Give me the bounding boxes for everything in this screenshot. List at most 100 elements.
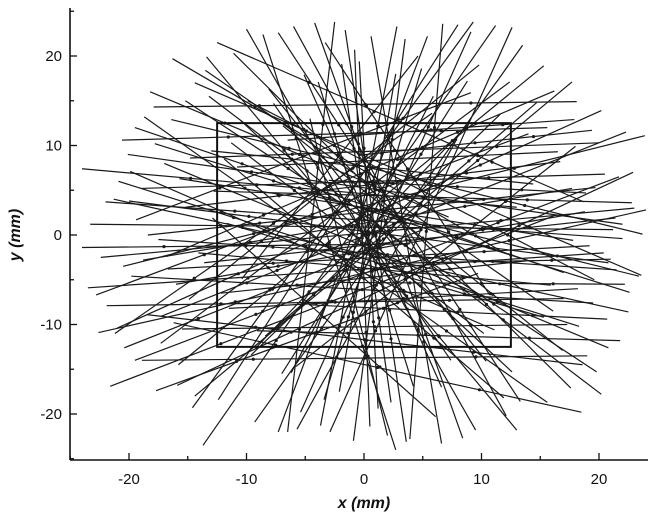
track-hit-marker: [414, 211, 418, 215]
track-hit-marker: [328, 165, 332, 169]
track-hit-marker: [491, 227, 495, 231]
track-hit-marker: [310, 212, 314, 216]
track-hit-marker: [436, 172, 440, 176]
track-hit-marker: [408, 281, 412, 285]
track-hit-marker: [377, 189, 381, 193]
track-hit-marker: [429, 128, 433, 132]
track-hit-marker: [462, 292, 467, 296]
track-hit-marker: [551, 282, 555, 286]
tracks-layer: [81, 21, 647, 450]
track-hit-marker: [371, 320, 375, 324]
track-hit-marker: [421, 236, 425, 240]
track-hit-marker: [480, 226, 484, 230]
track-hit-marker: [372, 110, 376, 114]
track-hit-marker: [232, 215, 236, 220]
track-hit-marker: [499, 218, 503, 223]
track-hit-marker: [416, 333, 420, 337]
track-hit-marker: [360, 234, 364, 238]
track-hit-marker: [501, 318, 505, 322]
track-hit-marker: [454, 137, 458, 142]
track-hit-marker: [463, 204, 467, 208]
track-hit-marker: [360, 230, 364, 234]
track-hit-marker: [373, 329, 378, 333]
track-hit-marker: [439, 129, 443, 133]
track-hit-marker: [490, 160, 494, 164]
track-hit-marker: [430, 291, 434, 295]
detector-frame-rect: [216, 122, 512, 348]
track-hit-marker: [355, 236, 360, 240]
track-hit-marker: [309, 225, 313, 229]
track-hit-marker: [336, 210, 340, 214]
track-hit-marker: [305, 250, 309, 254]
track-hit-marker: [286, 166, 290, 171]
track-hit-marker: [500, 260, 504, 264]
track-hit-marker: [307, 290, 311, 294]
track-hit-marker: [315, 330, 319, 334]
track-hit-marker: [401, 116, 405, 120]
track-hit-marker: [275, 268, 279, 272]
track-hit-marker: [467, 159, 471, 163]
track-hit-marker: [404, 238, 408, 242]
track-hit-marker: [243, 186, 247, 190]
track-hit-marker: [432, 336, 436, 340]
markers-layer: [162, 80, 559, 392]
track-hit-marker: [351, 166, 355, 170]
track-hit-marker: [322, 315, 326, 319]
track-hit-marker: [419, 284, 423, 288]
track-hit-marker: [338, 324, 342, 328]
track-hit-marker: [396, 116, 400, 120]
track-hit-marker: [261, 213, 266, 217]
track-hit-marker: [373, 267, 377, 271]
track-hit-marker: [316, 192, 320, 196]
track-hit-marker: [473, 141, 477, 145]
track-hit-marker: [333, 132, 337, 136]
track-hit-marker: [473, 260, 477, 264]
track-hit-marker: [249, 170, 254, 174]
track-hit-marker: [496, 221, 500, 225]
track-hit-marker: [370, 269, 374, 273]
track-hit-marker: [258, 221, 262, 225]
track-hit-marker: [372, 184, 376, 188]
track-hit-marker: [403, 243, 407, 247]
track-hit-marker: [531, 314, 535, 318]
track-hit-marker: [276, 304, 280, 308]
track-hit-marker: [473, 223, 477, 227]
track-hit-marker: [458, 307, 462, 311]
track-hit-marker: [392, 214, 396, 218]
track-hit-marker: [347, 252, 351, 256]
track-hit-marker: [388, 133, 392, 137]
track-hit-marker: [374, 283, 378, 287]
track-hit-marker: [234, 359, 239, 363]
track-hit-marker: [297, 327, 301, 331]
x-axis-label: x (mm): [337, 495, 390, 512]
track-hit-marker: [421, 195, 425, 199]
x-tick-label: -10: [236, 471, 258, 488]
track-hit-marker: [259, 239, 264, 243]
track-hit-marker: [233, 209, 237, 213]
track-hit-marker: [340, 156, 344, 160]
x-tick-label: 0: [360, 471, 368, 488]
track-hit-marker: [370, 165, 374, 169]
track-hit-marker: [416, 177, 420, 181]
track-hit-marker: [314, 301, 318, 306]
track-hit-marker: [504, 199, 508, 203]
track-hit-marker: [347, 233, 351, 237]
track-hit-marker: [218, 186, 222, 190]
track-hit-marker: [482, 197, 486, 201]
track-hit-marker: [297, 152, 301, 156]
track-hit-marker: [341, 315, 345, 319]
track-hit-marker: [284, 259, 289, 263]
track-hit-marker: [389, 234, 393, 238]
track-hit-marker: [305, 169, 309, 173]
track-hit-marker: [356, 142, 360, 146]
track-hit-marker: [276, 264, 280, 268]
track-hit-marker: [370, 209, 374, 213]
track-hit-marker: [373, 225, 377, 229]
track-hit-marker: [419, 188, 423, 192]
track-hit-marker: [326, 243, 330, 247]
track-hit-marker: [304, 245, 308, 249]
track-hit-marker: [362, 276, 366, 280]
track-hit-marker: [333, 300, 337, 304]
track-hit-marker: [422, 340, 426, 344]
